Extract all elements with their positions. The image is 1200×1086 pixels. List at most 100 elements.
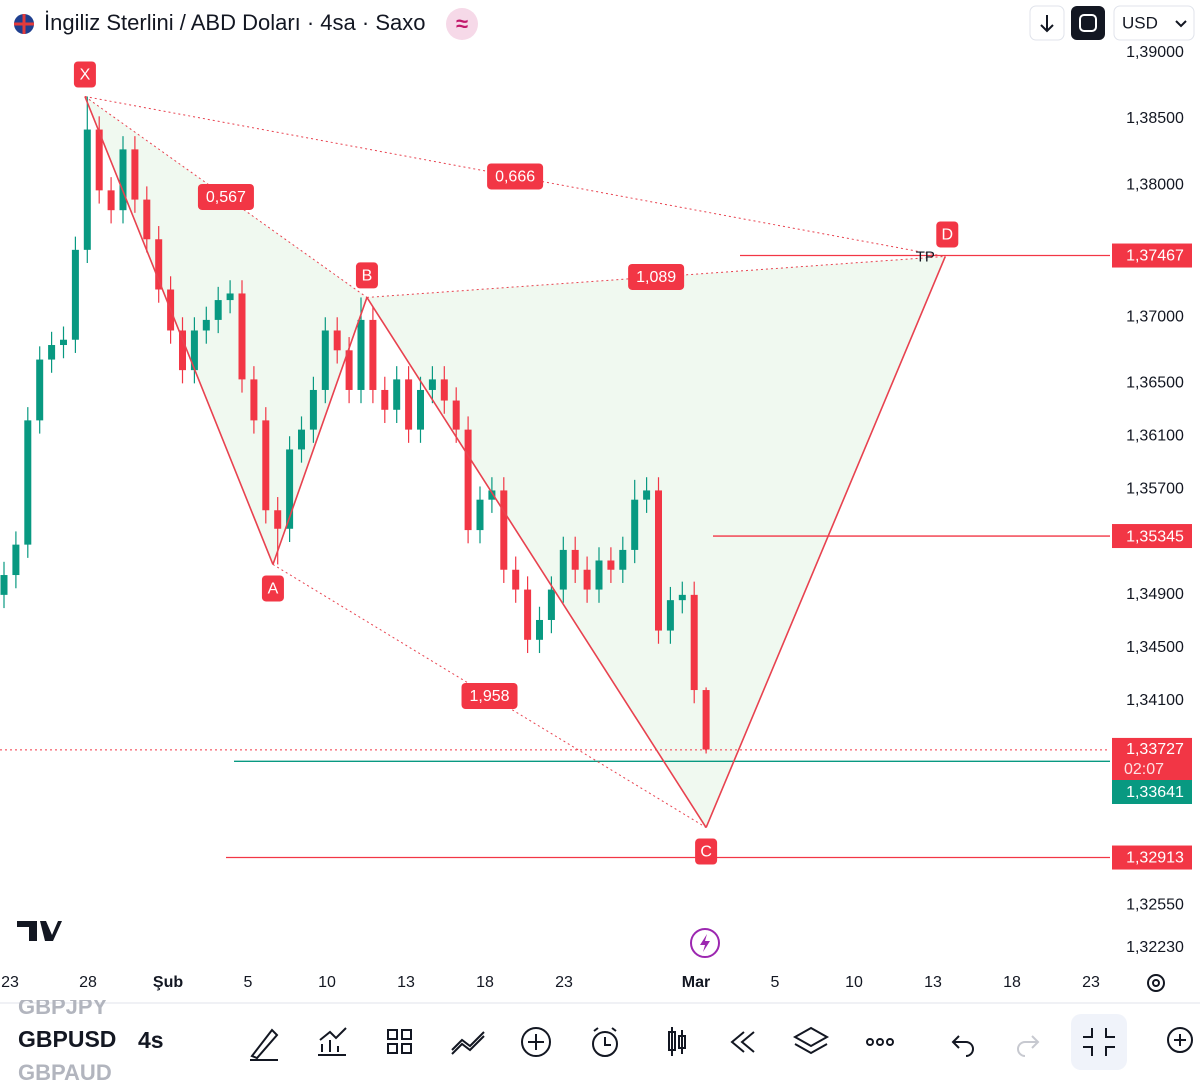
y-tick-label: 1,34100 (1126, 692, 1184, 709)
fullscreen-button[interactable] (1071, 1014, 1127, 1070)
candle-body (143, 199, 151, 240)
candle-body (619, 549, 627, 570)
chevron (1175, 20, 1187, 28)
candle-body (238, 293, 246, 380)
candle-body (12, 544, 20, 576)
candle-body (345, 350, 353, 390)
object-tree-icon[interactable] (1167, 1027, 1193, 1053)
candle-body (119, 149, 127, 211)
y-tick-label: 1,38500 (1126, 110, 1184, 127)
x-tick-label: Şub (153, 974, 183, 991)
pattern-leg (705, 256, 947, 828)
bolt (700, 934, 710, 952)
x-tick-label: 10 (318, 974, 336, 991)
candle-body (500, 490, 508, 570)
candle-body (71, 249, 79, 340)
badge-bg (446, 8, 478, 40)
pattern-leg (84, 96, 274, 565)
y-tick-label: 1,32550 (1126, 897, 1184, 914)
candle-body (393, 379, 401, 410)
ratio-label: 0,666 (495, 169, 535, 186)
indicator-icon[interactable] (318, 1027, 347, 1056)
point-box (261, 575, 284, 602)
bars-icon[interactable] (668, 1027, 686, 1056)
candle-body (357, 319, 365, 390)
candle-body (559, 549, 567, 590)
candle-body (214, 300, 222, 320)
more-icon[interactable] (866, 1038, 874, 1046)
header: İngiliz Sterlini / ABD Doları · 4sa · Sa… (14, 5, 1195, 41)
fullscreen-icon (1083, 1028, 1115, 1056)
redo-icon[interactable] (1017, 1035, 1040, 1057)
alert-icon-hands (593, 1027, 617, 1046)
ratio-label: 0,567 (206, 189, 246, 206)
add-icon[interactable] (521, 1027, 551, 1057)
settings-icon-core (1152, 979, 1160, 987)
settings-icon[interactable] (1147, 974, 1165, 992)
price-box (1112, 524, 1192, 549)
compare-icon[interactable] (451, 1031, 485, 1055)
candle-body (524, 589, 532, 640)
price-label: 1,33727 (1126, 741, 1184, 758)
candle-body (690, 594, 698, 691)
point-label: X (80, 67, 91, 84)
badge: ≈ (456, 11, 468, 36)
pattern-ratio-line (366, 255, 946, 298)
y-tick-label: 1,36500 (1126, 375, 1184, 392)
x-tick-label: 23 (555, 974, 573, 991)
x-tick-label: Mar (682, 974, 710, 991)
candle-body (179, 330, 186, 371)
button[interactable] (1071, 6, 1105, 40)
point-box (695, 838, 718, 865)
interval[interactable]: 4s (138, 1027, 164, 1053)
candle-body (428, 379, 436, 390)
candle-body (488, 490, 496, 500)
undo-icon[interactable] (951, 1035, 974, 1057)
replay-icon[interactable] (730, 1031, 755, 1053)
candle-body (655, 490, 662, 631)
pattern-leg (366, 297, 707, 828)
add-icon-plus (528, 1034, 544, 1050)
x-tick-label: 13 (924, 974, 942, 991)
candle-body (631, 499, 639, 550)
currency: USD (1122, 13, 1158, 32)
candle-body (678, 594, 686, 601)
ratio-box (487, 163, 544, 190)
point-box (73, 61, 96, 88)
pattern-fill (84, 96, 367, 565)
point-label: A (268, 581, 279, 598)
logo (17, 921, 62, 941)
candle-body (333, 330, 341, 351)
candle-body (309, 389, 317, 430)
price-box (1112, 243, 1192, 268)
layers-icon[interactable] (792, 1026, 830, 1055)
point-label: B (362, 268, 373, 285)
candle-body (226, 293, 234, 301)
candle-body (274, 510, 282, 529)
candle-body (571, 549, 579, 570)
more-icon (886, 1038, 894, 1046)
y-tick-label: 1,32230 (1126, 939, 1184, 956)
x-tick-label: 23 (1082, 974, 1100, 991)
price-label: 1,37467 (1126, 248, 1184, 265)
time-axis: 23 28 Şub 5 10 13 18 23 Mar 5 10 13 18 23 (1, 974, 1100, 991)
candle-body (476, 499, 484, 531)
candle-body (155, 239, 163, 290)
symbol: GBPJPY (18, 994, 108, 1019)
y-tick-label: 1,34500 (1126, 639, 1184, 656)
toolbar-icons (250, 1026, 1040, 1061)
pattern-leg (272, 297, 368, 565)
point-box (355, 262, 378, 289)
alert-icon[interactable] (592, 1031, 618, 1057)
layout-icon[interactable] (387, 1029, 412, 1054)
candle-body (452, 400, 460, 430)
ratio-label: 1,958 (469, 688, 509, 705)
symbol-list[interactable]: GBPJPY GBPUSD GBPAUD (18, 994, 116, 1081)
draw-icon[interactable] (250, 1028, 279, 1061)
y-tick-label: 1,34900 (1126, 586, 1184, 603)
symbol: GBPAUD (18, 1060, 112, 1081)
currency-select[interactable] (1113, 5, 1195, 41)
candle-body (95, 129, 103, 191)
